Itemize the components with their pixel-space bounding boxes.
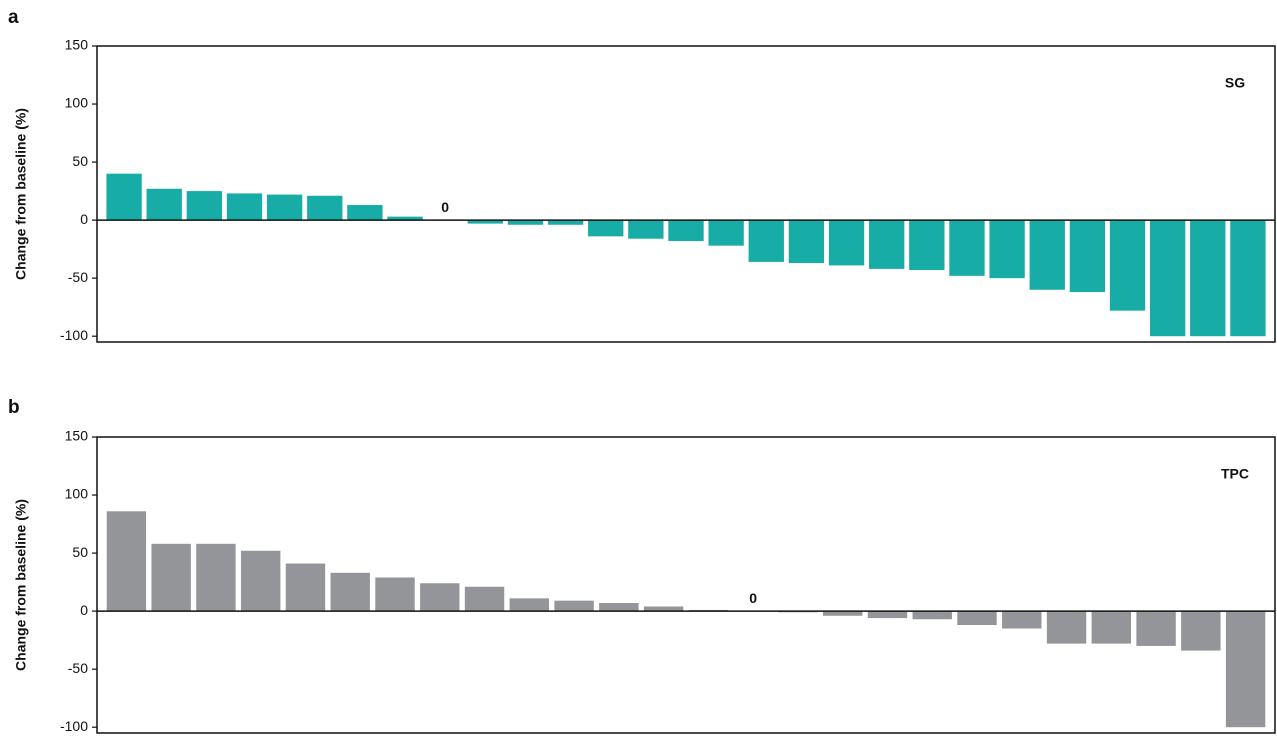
y-tick-label: 100 (65, 95, 89, 111)
bar (1230, 220, 1266, 337)
y-tick-label: -100 (60, 718, 88, 734)
bar (375, 577, 415, 612)
bar (507, 220, 544, 225)
panel-label: b (8, 397, 20, 418)
bar (1149, 220, 1186, 337)
bar (547, 220, 584, 225)
bar (1046, 611, 1087, 644)
bar (347, 205, 383, 221)
bar (989, 220, 1025, 279)
bar (949, 220, 985, 276)
bar (1091, 611, 1132, 644)
y-tick-label: -50 (68, 660, 88, 676)
bar (1190, 220, 1226, 337)
bar (1029, 220, 1065, 290)
bar (420, 583, 460, 612)
bar (957, 611, 997, 626)
bar (867, 611, 908, 619)
bar (106, 173, 142, 221)
bar (708, 220, 744, 246)
y-tick-label: 50 (72, 544, 88, 560)
bar (1181, 611, 1221, 651)
panel-label: a (8, 7, 19, 28)
bar (330, 572, 370, 612)
bar (1002, 611, 1042, 629)
bar (186, 191, 223, 221)
y-axis-label: Change from baseline (%) (13, 108, 29, 280)
plot-frame (96, 436, 1276, 734)
bar (588, 220, 624, 237)
y-tick-label: 150 (65, 428, 89, 444)
bar (1109, 220, 1146, 311)
bar (869, 220, 905, 269)
bar (828, 220, 865, 266)
y-tick-label: 100 (65, 486, 89, 502)
bar (196, 543, 236, 612)
bar (151, 543, 191, 612)
y-tick-label: 0 (80, 602, 88, 618)
bar (788, 220, 825, 264)
bar (226, 193, 263, 221)
y-tick-label: -100 (60, 327, 88, 343)
bar (912, 611, 952, 620)
y-tick-label: 50 (72, 153, 88, 169)
bar (599, 602, 639, 612)
bar (628, 220, 664, 239)
bar (467, 220, 503, 224)
bar (643, 606, 684, 612)
bar (1069, 220, 1106, 293)
y-tick-label: 150 (65, 37, 89, 53)
y-axis-label: Change from baseline (%) (13, 499, 29, 671)
bar (509, 598, 550, 612)
y-tick-label: -50 (68, 269, 88, 285)
bar (106, 511, 147, 612)
bar (1136, 611, 1176, 646)
bar (909, 220, 945, 271)
bar (285, 563, 326, 612)
legend-entry: SG (1225, 75, 1245, 91)
plot-frame (96, 45, 1276, 343)
bar (1225, 611, 1266, 728)
value-label: 0 (441, 199, 449, 215)
bar (464, 586, 505, 612)
value-label: 0 (749, 590, 757, 606)
bar (554, 600, 594, 612)
y-tick-label: 0 (80, 211, 88, 227)
bar (146, 188, 182, 221)
bar (240, 550, 281, 612)
bar (266, 194, 303, 221)
bar (822, 611, 863, 616)
bar (668, 220, 704, 242)
legend-entry: TPC (1221, 466, 1249, 482)
bar (307, 195, 343, 221)
bar (748, 220, 784, 262)
bar (387, 216, 423, 221)
